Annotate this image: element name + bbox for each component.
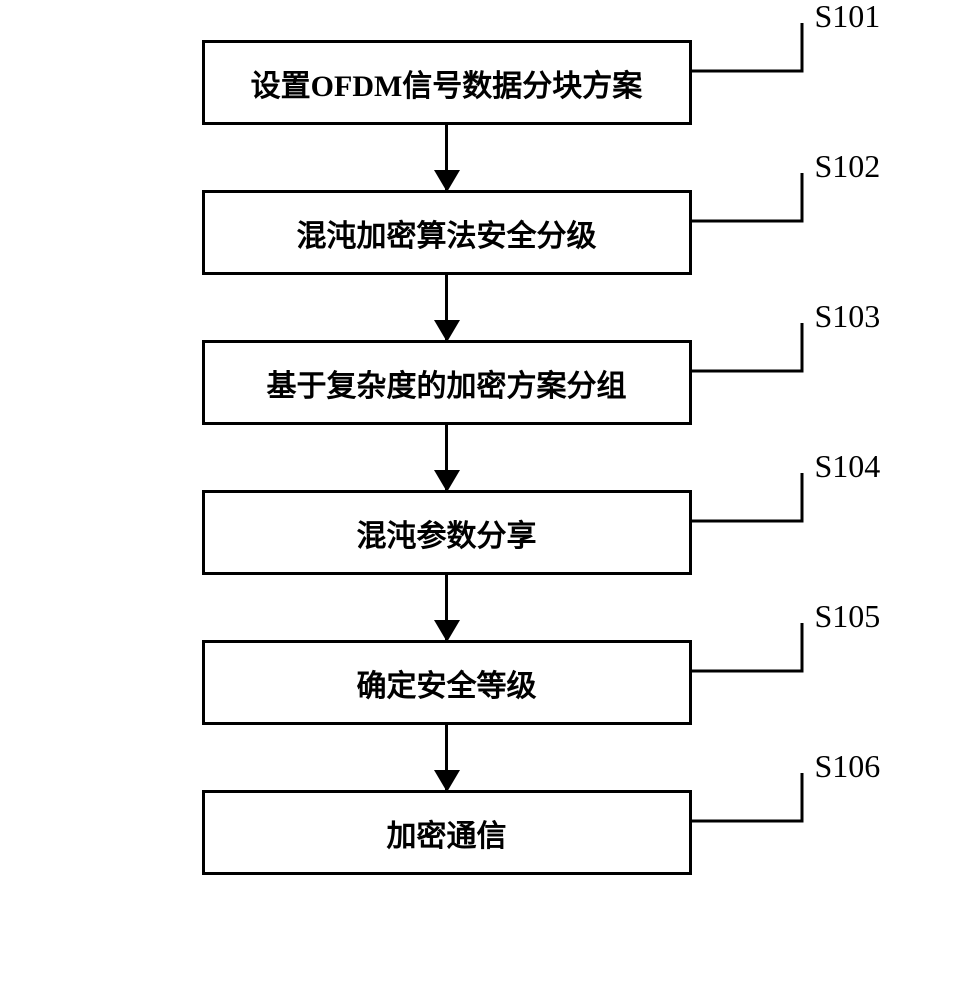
arrow-1 [445,125,448,190]
step-box-5: 确定安全等级 S105 [202,640,692,725]
step-container-6: 加密通信 S106 [202,790,692,875]
step-container-1: 设置OFDM信号数据分块方案 S101 [202,40,692,125]
step-text: 加密通信 [387,811,507,855]
step-box-4: 混沌参数分享 S104 [202,490,692,575]
step-label: S102 [815,148,881,185]
arrow-3 [445,425,448,490]
step-label: S106 [815,748,881,785]
step-label: S101 [815,0,881,35]
step-text: 混沌参数分享 [357,511,537,555]
step-container-2: 混沌加密算法安全分级 S102 [202,190,692,275]
step-text: 确定安全等级 [357,661,537,705]
flowchart-container: 设置OFDM信号数据分块方案 S101 混沌加密算法安全分级 S102 基于复杂… [202,40,692,875]
step-text: 混沌加密算法安全分级 [297,211,597,255]
step-label: S104 [815,448,881,485]
step-container-5: 确定安全等级 S105 [202,640,692,725]
step-box-1: 设置OFDM信号数据分块方案 S101 [202,40,692,125]
arrow-2 [445,275,448,340]
step-text: 基于复杂度的加密方案分组 [267,361,627,405]
step-text: 设置OFDM信号数据分块方案 [251,61,643,105]
step-container-3: 基于复杂度的加密方案分组 S103 [202,340,692,425]
step-box-2: 混沌加密算法安全分级 S102 [202,190,692,275]
step-container-4: 混沌参数分享 S104 [202,490,692,575]
step-label: S103 [815,298,881,335]
step-label: S105 [815,598,881,635]
step-box-6: 加密通信 S106 [202,790,692,875]
arrow-5 [445,725,448,790]
arrow-4 [445,575,448,640]
step-box-3: 基于复杂度的加密方案分组 S103 [202,340,692,425]
